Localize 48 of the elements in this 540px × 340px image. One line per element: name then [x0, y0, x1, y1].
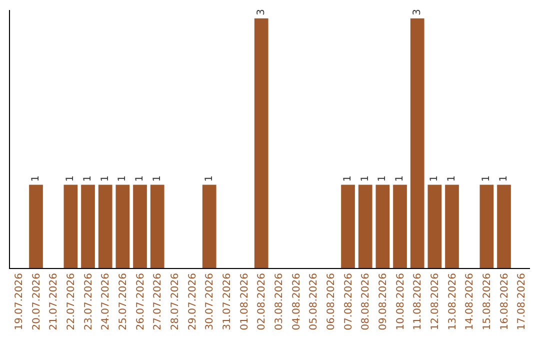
data-label: 1	[204, 175, 215, 182]
data-label: 1	[134, 175, 146, 182]
data-label: 1	[481, 175, 492, 182]
x-tick-label: 26.07.2026	[135, 273, 146, 330]
x-tick-label: 04.08.2026	[291, 273, 302, 330]
data-label: 1	[30, 175, 42, 182]
data-label: 3	[256, 8, 267, 16]
data-label: 1	[498, 175, 510, 182]
x-tick-label: 19.07.2026	[14, 273, 25, 330]
x-tick-label: 02.08.2026	[256, 273, 268, 330]
data-label: 1	[394, 175, 406, 182]
x-tick-label: 15.08.2026	[482, 273, 493, 330]
data-label: 1	[152, 175, 163, 182]
x-tick-label: 28.07.2026	[170, 273, 181, 330]
x-tick-label: 29.07.2026	[187, 273, 198, 330]
x-tick-label: 27.07.2026	[152, 273, 164, 330]
data-label: 3	[412, 8, 423, 16]
x-tick-label: 07.08.2026	[343, 273, 354, 330]
x-tick-label: 17.08.2026	[516, 273, 528, 330]
x-tick-label: 25.07.2026	[118, 273, 129, 330]
x-tick-label: 23.07.2026	[83, 273, 94, 330]
x-tick-label: 30.07.2026	[204, 273, 216, 330]
data-label: 1	[82, 175, 94, 182]
x-tick-label: 08.08.2026	[360, 273, 372, 330]
x-tick-label: 22.07.2026	[66, 273, 77, 330]
x-tick-label: 06.08.2026	[326, 273, 337, 330]
x-tick-label: 09.08.2026	[378, 273, 389, 330]
x-tick-label: 24.07.2026	[100, 273, 112, 330]
data-label: 1	[117, 175, 128, 182]
x-tick-label: 31.07.2026	[222, 273, 233, 330]
x-tick-label: 01.08.2026	[239, 273, 250, 330]
data-label: 1	[360, 175, 371, 182]
x-tick-label: 03.08.2026	[274, 273, 285, 330]
x-tick-label: 13.08.2026	[447, 273, 458, 330]
data-label: 1	[446, 175, 458, 182]
x-tick-label: 05.08.2026	[308, 273, 320, 330]
data-label: 1	[65, 175, 76, 182]
x-tick-label: 20.07.2026	[31, 273, 42, 330]
x-tick-label: 10.08.2026	[395, 273, 406, 330]
x-tick-label: 21.07.2026	[48, 273, 60, 330]
data-label: 1	[377, 175, 388, 182]
data-label: 1	[342, 175, 354, 182]
data-label: 1	[429, 175, 440, 182]
data-label: 1	[100, 175, 111, 182]
x-tick-label: 11.08.2026	[412, 273, 424, 330]
x-tick-label: 14.08.2026	[464, 273, 476, 330]
x-tick-label: 12.08.2026	[430, 273, 441, 330]
x-tick-label: 16.08.2026	[499, 273, 510, 330]
